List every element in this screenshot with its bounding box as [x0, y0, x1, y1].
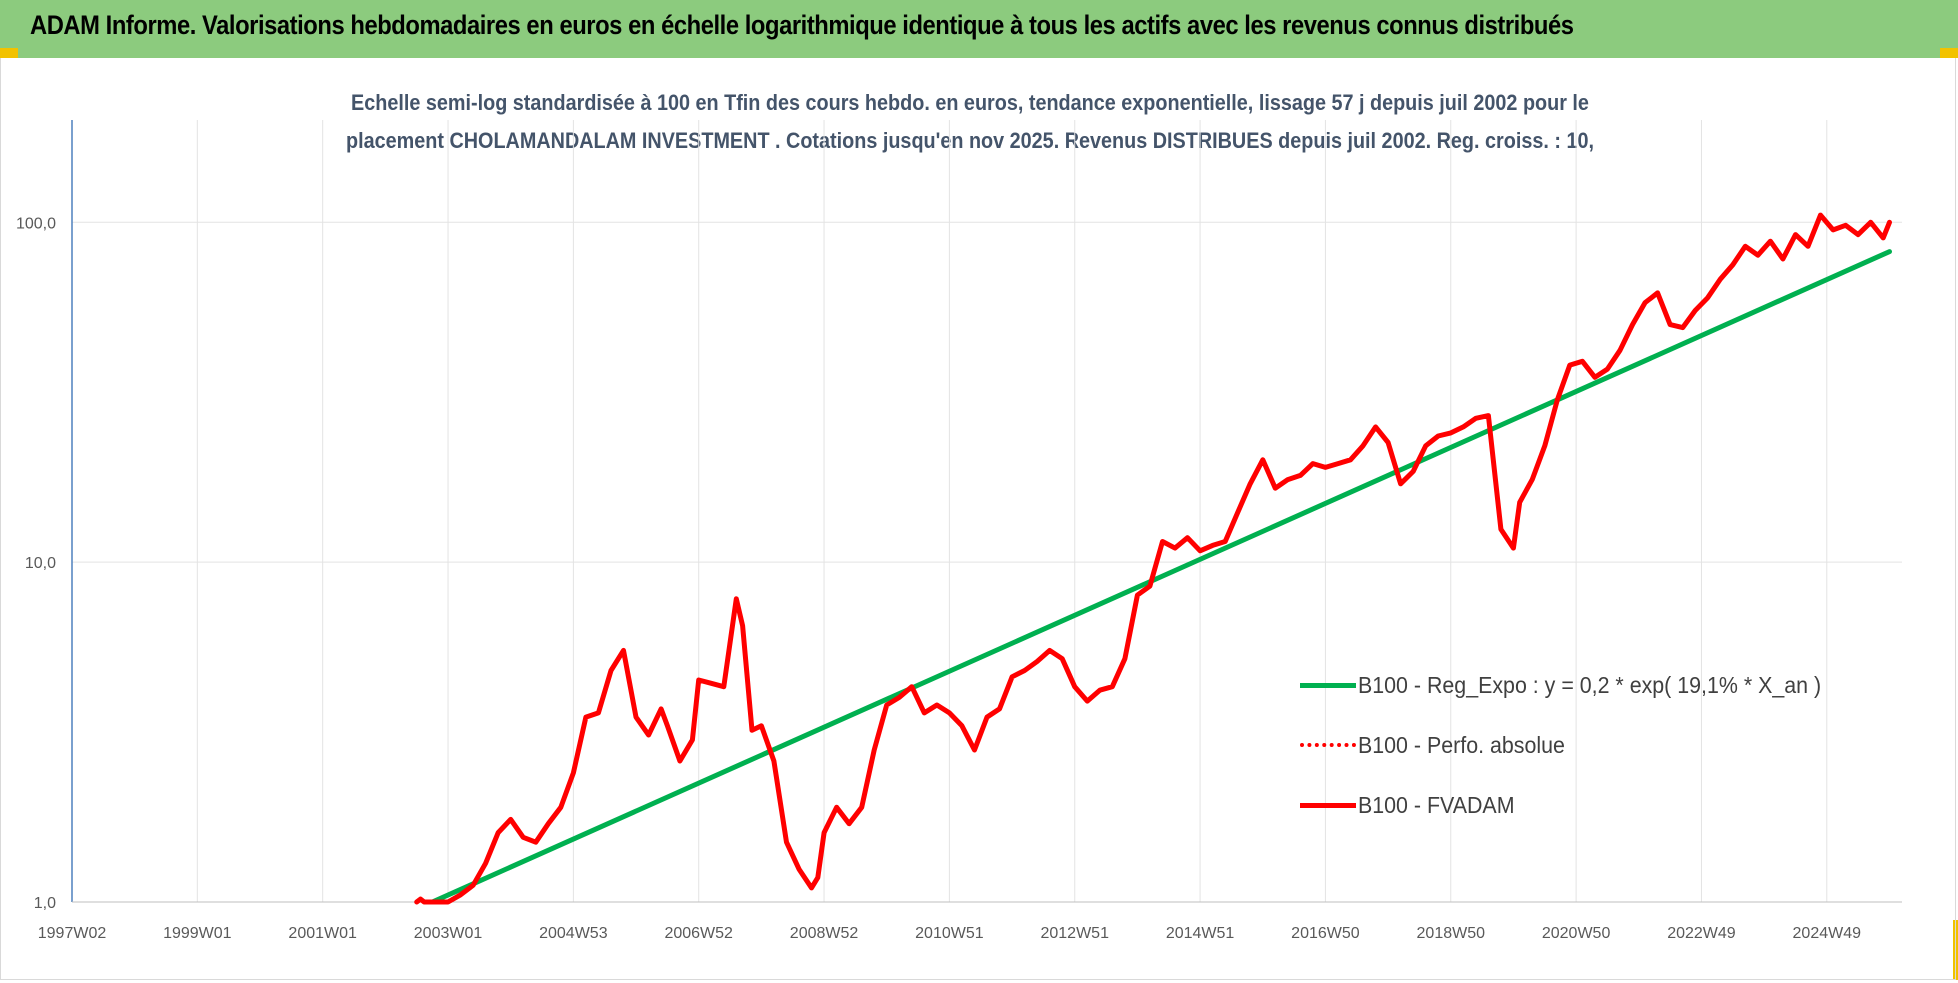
x-tick-label-11: 2018W50	[1417, 925, 1486, 942]
x-tick-label-8: 2012W51	[1040, 925, 1109, 942]
series-line-2	[414, 212, 1892, 905]
x-tick-label-2: 2001W01	[288, 925, 357, 942]
chart-title: Echelle semi-log standardisée à 100 en T…	[295, 84, 1645, 160]
chart-title-line-1: Echelle semi-log standardisée à 100 en T…	[351, 90, 1589, 115]
chart-frame	[0, 58, 1956, 980]
legend-item-fvadam: B100 - FVADAM	[1300, 775, 1900, 835]
legend-item-reg-expo: B100 - Reg_Expo : y = 0,2 * exp( 19,1% *…	[1300, 655, 1900, 715]
banner-title: ADAM Informe. Valorisations hebdomadaire…	[30, 10, 1574, 40]
legend-label-fvadam: B100 - FVADAM	[1358, 791, 1515, 818]
chart-legend: B100 - Reg_Expo : y = 0,2 * exp( 19,1% *…	[1300, 655, 1900, 835]
x-tick-label-12: 2020W50	[1542, 925, 1611, 942]
series-line-0	[429, 249, 1892, 905]
x-tick-label-14: 2024W49	[1793, 925, 1862, 942]
x-tick-label-10: 2016W50	[1291, 925, 1360, 942]
chart-title-line-2: placement CHOLAMANDALAM INVESTMENT . Cot…	[346, 128, 1594, 153]
legend-swatch-fvadam	[1300, 802, 1356, 808]
corner-marker-right	[1940, 48, 1958, 58]
x-tick-label-13: 2022W49	[1667, 925, 1736, 942]
legend-swatch-perfo-absolue	[1300, 743, 1356, 747]
x-tick-label-0: 1997W02	[38, 925, 107, 942]
x-tick-label-5: 2006W52	[664, 925, 733, 942]
legend-swatch-reg-expo	[1300, 682, 1356, 688]
x-tick-label-7: 2010W51	[915, 925, 984, 942]
legend-label-reg-expo: B100 - Reg_Expo : y = 0,2 * exp( 19,1% *…	[1358, 671, 1822, 698]
legend-label-perfo-absolue: B100 - Perfo. absolue	[1358, 731, 1565, 758]
y-tick-label-1: 10,0	[25, 555, 56, 572]
x-tick-label-4: 2004W53	[539, 925, 608, 942]
corner-marker-left	[0, 48, 18, 58]
title-banner: ADAM Informe. Valorisations hebdomadaire…	[0, 0, 1958, 58]
x-tick-label-1: 1999W01	[163, 925, 232, 942]
y-tick-label-2: 100,0	[16, 215, 56, 232]
legend-item-perfo-absolue: B100 - Perfo. absolue	[1300, 715, 1900, 775]
x-tick-label-3: 2003W01	[414, 925, 483, 942]
x-tick-label-6: 2008W52	[790, 925, 859, 942]
y-tick-label-0: 1,0	[34, 895, 56, 912]
x-tick-label-9: 2014W51	[1166, 925, 1235, 942]
